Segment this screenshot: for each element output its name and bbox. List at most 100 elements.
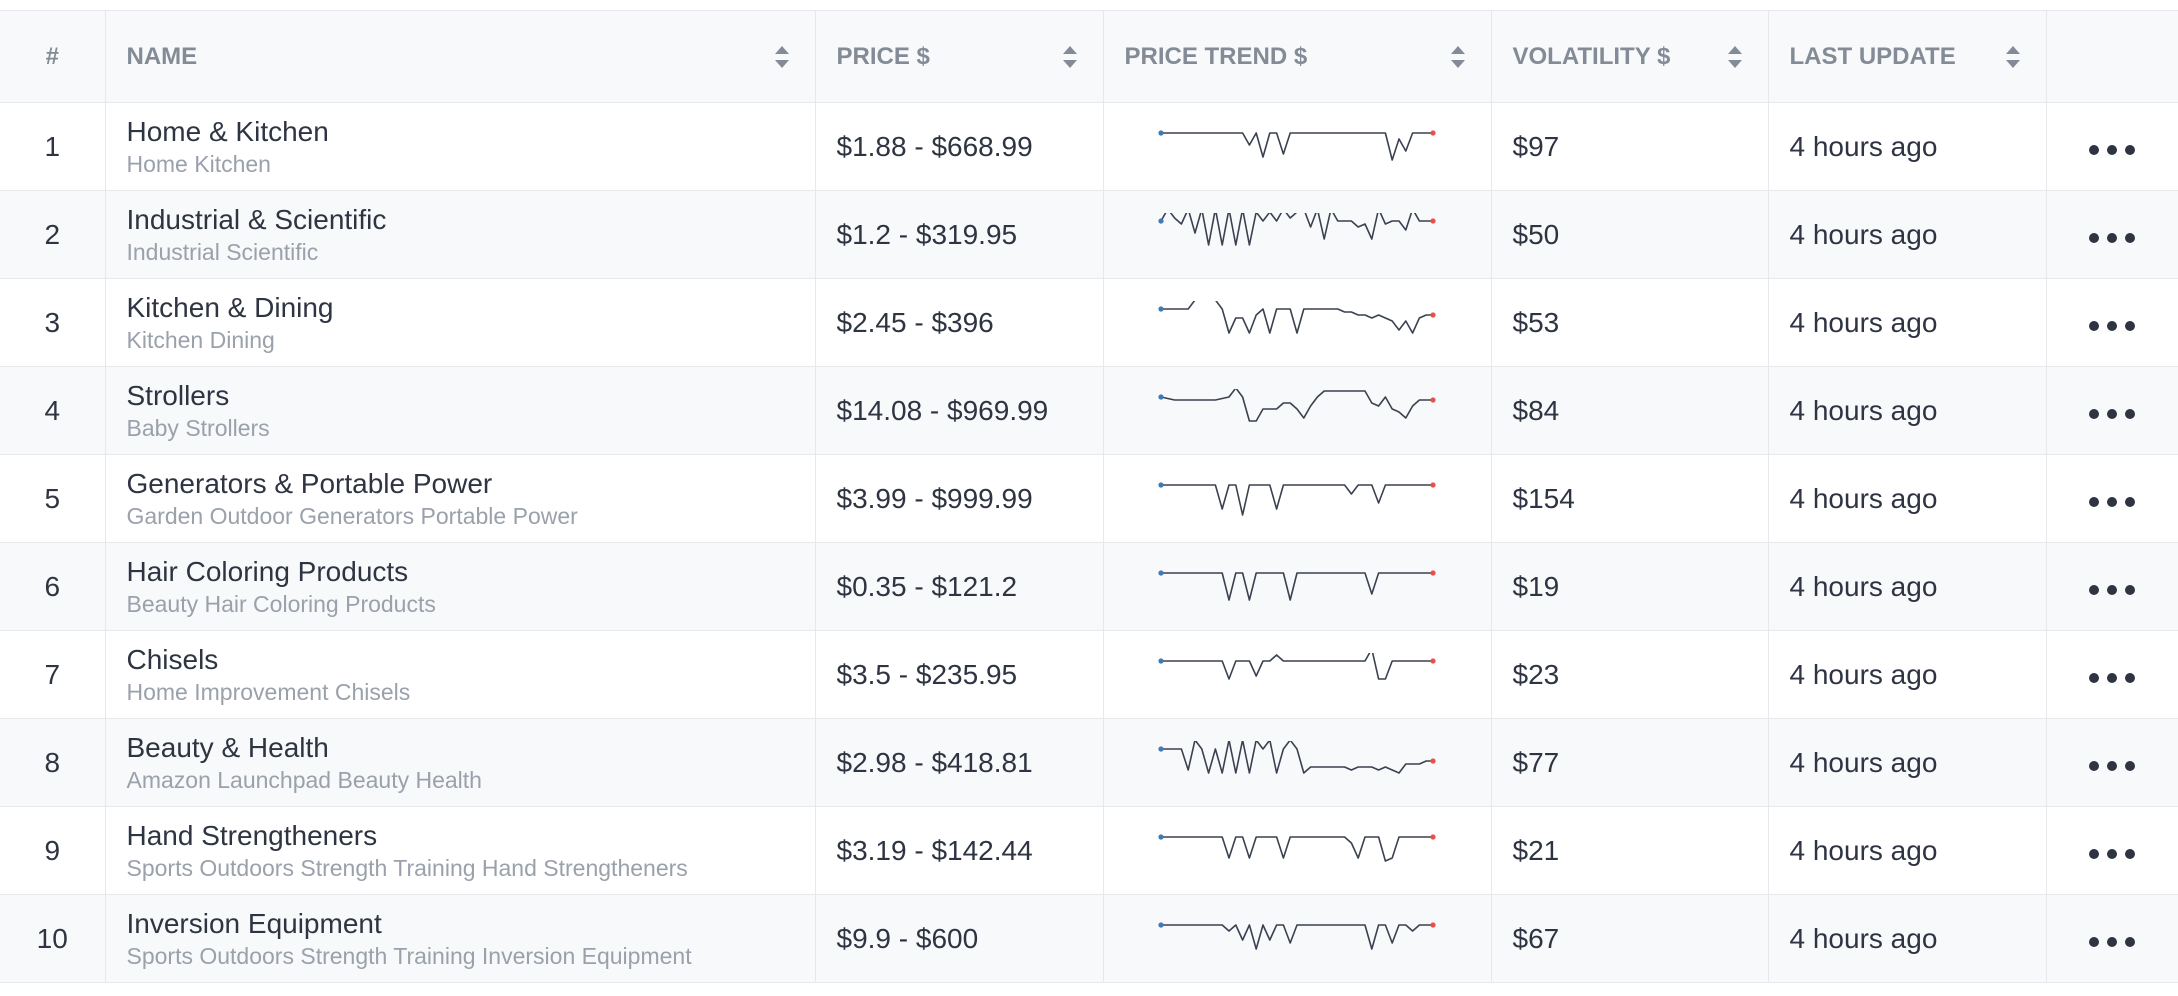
- table-row[interactable]: 6 Hair Coloring Products Beauty Hair Col…: [0, 542, 2178, 631]
- price-trend-end-point: [1430, 396, 1436, 403]
- row-last-update: 4 hours ago: [1767, 718, 2047, 807]
- price-trend-line: [1161, 571, 1433, 601]
- row-name[interactable]: Kitchen & Dining: [126, 291, 334, 323]
- row-category: Sports Outdoors Strength Training Hand S…: [126, 854, 688, 881]
- more-options-icon[interactable]: [2087, 848, 2137, 860]
- price-table: # NAME PRICE $ PRICE TREND $ VOLATILITY …: [0, 10, 2178, 983]
- sort-icon[interactable]: [1450, 45, 1465, 69]
- price-trend-line: [1160, 212, 1433, 246]
- more-options-icon[interactable]: [2087, 232, 2137, 244]
- table-row[interactable]: 3 Kitchen & Dining Kitchen Dining $2.45 …: [0, 278, 2178, 367]
- row-name[interactable]: Home & Kitchen: [126, 115, 329, 147]
- row-actions: [2045, 806, 2178, 895]
- row-actions: [2045, 454, 2178, 543]
- row-volatility: $53: [1490, 278, 1769, 367]
- row-name[interactable]: Inversion Equipment: [126, 907, 382, 939]
- more-options-icon[interactable]: [2087, 320, 2137, 332]
- price-trend-end-point: [1430, 657, 1436, 664]
- row-price: $3.5 - $235.95: [814, 630, 1104, 719]
- row-category: Beauty Hair Coloring Products: [126, 590, 436, 617]
- row-name[interactable]: Hand Strengtheners: [126, 819, 378, 851]
- row-number: 9: [0, 806, 106, 895]
- more-options-icon[interactable]: [2087, 760, 2137, 772]
- row-volatility: $23: [1490, 630, 1769, 719]
- more-options-icon[interactable]: [2087, 496, 2137, 508]
- row-name[interactable]: Generators & Portable Power: [126, 467, 493, 499]
- row-price: $14.08 - $969.99: [814, 366, 1104, 455]
- row-price-trend: [1102, 366, 1492, 455]
- row-actions: [2045, 102, 2178, 191]
- row-category: Home Improvement Chisels: [126, 678, 411, 705]
- sort-icon[interactable]: [1062, 45, 1077, 69]
- row-last-update: 4 hours ago: [1767, 102, 2047, 191]
- price-trend-sparkline: [1158, 300, 1436, 334]
- more-options-icon[interactable]: [2087, 144, 2137, 156]
- more-options-icon[interactable]: [2087, 584, 2137, 596]
- row-name[interactable]: Beauty & Health: [126, 731, 329, 763]
- row-price: $9.9 - $600: [814, 894, 1104, 983]
- row-actions: [2045, 894, 2178, 983]
- row-name-cell: Hair Coloring Products Beauty Hair Color…: [104, 542, 816, 631]
- table-row[interactable]: 8 Beauty & Health Amazon Launchpad Beaut…: [0, 718, 2178, 807]
- row-price-trend: [1102, 630, 1492, 719]
- sort-icon[interactable]: [2005, 45, 2020, 69]
- row-number: 5: [0, 454, 106, 543]
- price-trend-line: [1161, 652, 1433, 680]
- row-price-trend: [1102, 718, 1492, 807]
- price-trend-end-point: [1430, 311, 1436, 318]
- row-name[interactable]: Industrial & Scientific: [126, 203, 387, 235]
- price-trend-start-point: [1158, 921, 1164, 928]
- row-last-update: 4 hours ago: [1767, 630, 2047, 719]
- row-price: $1.88 - $668.99: [814, 102, 1104, 191]
- row-category: Baby Strollers: [126, 414, 270, 441]
- table-header-row: # NAME PRICE $ PRICE TREND $ VOLATILITY …: [0, 10, 2178, 103]
- row-category: Industrial Scientific: [126, 238, 319, 265]
- row-name-cell: Hand Strengtheners Sports Outdoors Stren…: [104, 806, 816, 895]
- table-row[interactable]: 5 Generators & Portable Power Garden Out…: [0, 454, 2178, 543]
- sort-icon[interactable]: [774, 45, 789, 69]
- header-price-trend[interactable]: PRICE TREND $: [1102, 10, 1492, 103]
- row-category: Amazon Launchpad Beauty Health: [126, 766, 482, 793]
- row-name-cell: Generators & Portable Power Garden Outdo…: [104, 454, 816, 543]
- row-number: 10: [0, 894, 106, 983]
- table-row[interactable]: 7 Chisels Home Improvement Chisels $3.5 …: [0, 630, 2178, 719]
- row-name[interactable]: Chisels: [126, 643, 219, 675]
- row-actions: [2045, 366, 2178, 455]
- more-options-icon[interactable]: [2087, 936, 2137, 948]
- price-trend-start-point: [1158, 217, 1164, 224]
- table-row[interactable]: 10 Inversion Equipment Sports Outdoors S…: [0, 894, 2178, 983]
- header-last-update[interactable]: LAST UPDATE: [1767, 10, 2047, 103]
- row-name[interactable]: Hair Coloring Products: [126, 555, 409, 587]
- price-trend-end-point: [1430, 757, 1436, 764]
- table-row[interactable]: 1 Home & Kitchen Home Kitchen $1.88 - $6…: [0, 102, 2178, 191]
- price-trend-sparkline: [1158, 129, 1436, 161]
- row-last-update: 4 hours ago: [1767, 278, 2047, 367]
- price-trend-line: [1161, 131, 1433, 161]
- table-body: 1 Home & Kitchen Home Kitchen $1.88 - $6…: [0, 102, 2178, 983]
- row-price-trend: [1102, 542, 1492, 631]
- price-trend-sparkline: [1158, 652, 1436, 680]
- row-price-trend: [1102, 190, 1492, 279]
- more-options-icon[interactable]: [2087, 672, 2137, 684]
- header-number-label: #: [45, 42, 59, 70]
- row-name[interactable]: Strollers: [126, 379, 230, 411]
- row-price-trend: [1102, 278, 1492, 367]
- row-actions: [2045, 542, 2178, 631]
- price-trend-start-point: [1158, 129, 1164, 136]
- table-row[interactable]: 4 Strollers Baby Strollers $14.08 - $969…: [0, 366, 2178, 455]
- more-options-icon[interactable]: [2087, 408, 2137, 420]
- price-trend-sparkline: [1158, 833, 1436, 862]
- table-row[interactable]: 2 Industrial & Scientific Industrial Sci…: [0, 190, 2178, 279]
- price-trend-line: [1160, 388, 1433, 422]
- row-volatility: $19: [1490, 542, 1769, 631]
- header-price[interactable]: PRICE $: [814, 10, 1104, 103]
- header-name[interactable]: NAME: [104, 10, 816, 103]
- row-name-cell: Inversion Equipment Sports Outdoors Stre…: [104, 894, 816, 983]
- table-row[interactable]: 9 Hand Strengtheners Sports Outdoors Str…: [0, 806, 2178, 895]
- price-trend-sparkline: [1158, 212, 1436, 246]
- header-volatility[interactable]: VOLATILITY $: [1490, 10, 1769, 103]
- header-name-label: NAME: [126, 42, 198, 70]
- row-volatility: $21: [1490, 806, 1769, 895]
- sort-icon[interactable]: [1727, 45, 1742, 69]
- price-trend-end-point: [1430, 921, 1436, 928]
